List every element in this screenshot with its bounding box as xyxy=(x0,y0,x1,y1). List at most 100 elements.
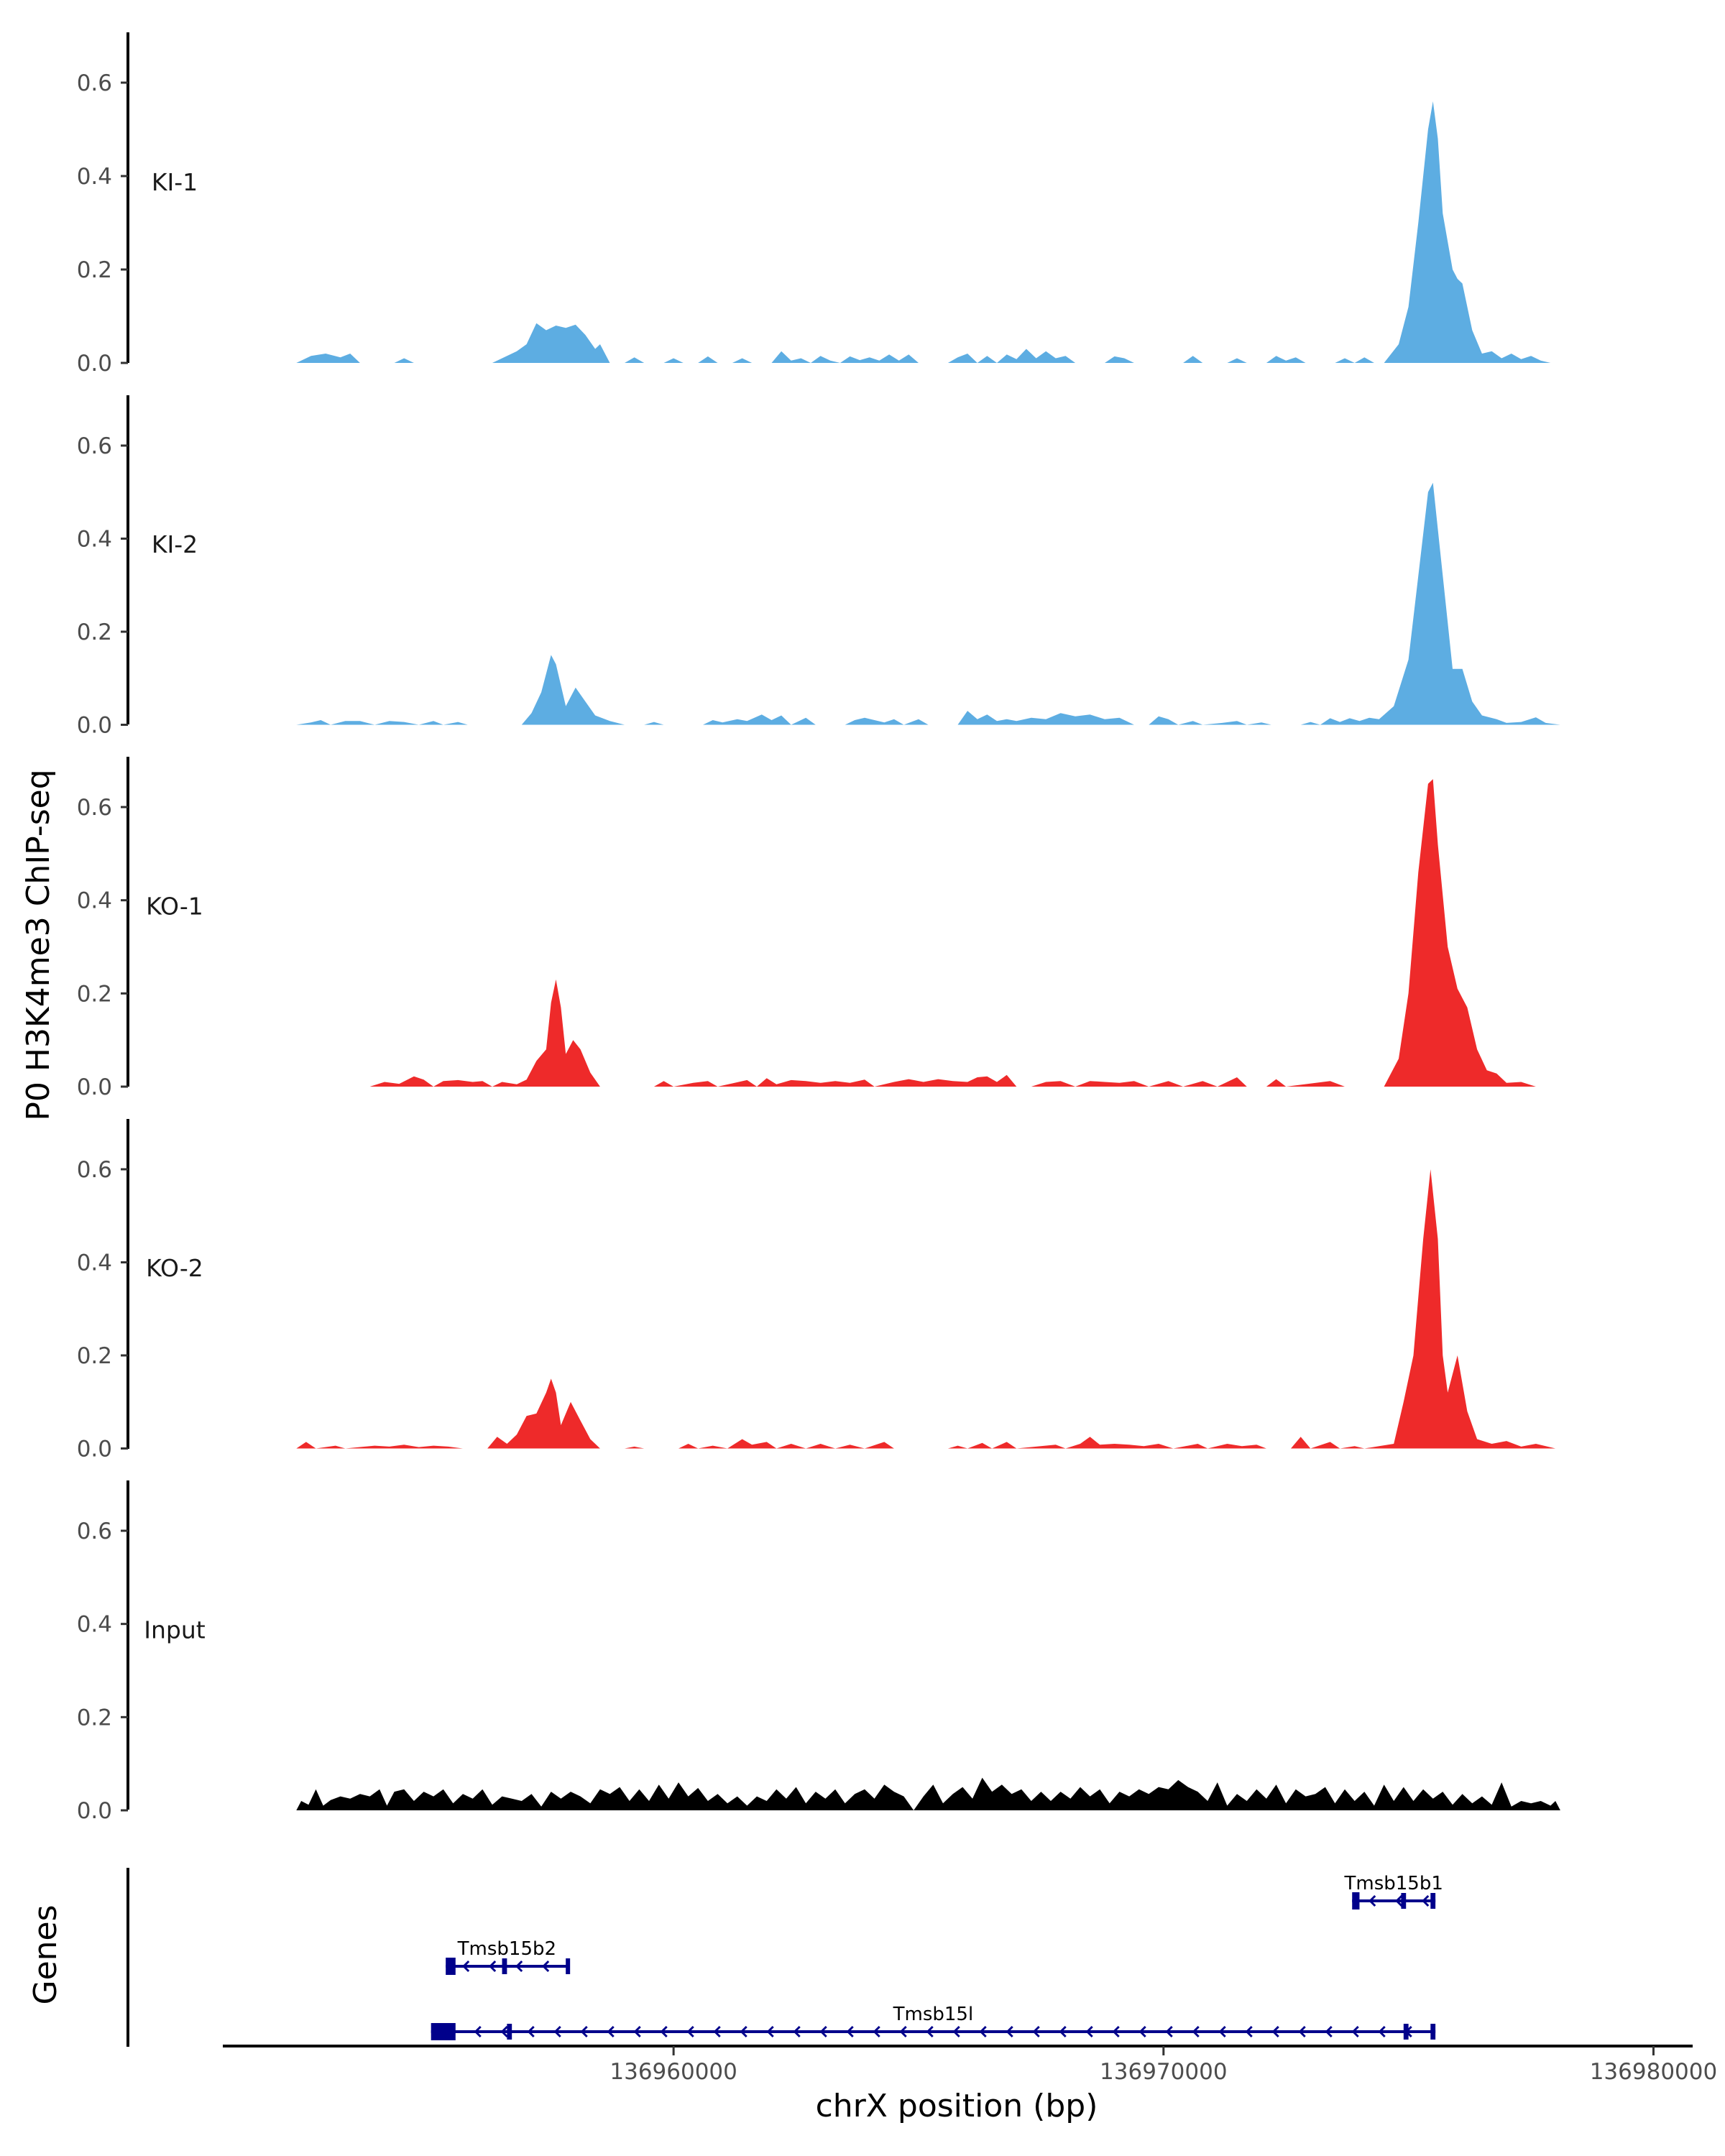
strand-arrow xyxy=(1218,2025,1226,2038)
strand-arrow xyxy=(1085,2025,1093,2038)
y-tick-label: 0.6 xyxy=(77,795,112,821)
strand-arrow xyxy=(819,2025,827,2038)
strand-arrow xyxy=(1165,2025,1173,2038)
y-tick-label: 0.0 xyxy=(77,713,112,739)
track-label-ki-1: KI-1 xyxy=(152,168,198,196)
strand-arrow xyxy=(899,2025,907,2038)
strand-arrow xyxy=(1395,1894,1403,1907)
strand-arrow xyxy=(1192,2025,1200,2038)
gene-label: Tmsb15b1 xyxy=(1343,1873,1443,1894)
strand-arrow xyxy=(607,2025,615,2038)
strand-arrow xyxy=(1378,2025,1386,2038)
strand-arrow xyxy=(846,2025,854,2038)
strand-arrow xyxy=(515,1960,523,1973)
gene-exon xyxy=(507,2024,512,2040)
strand-arrow xyxy=(1245,2025,1253,2038)
strand-arrow xyxy=(660,2025,668,2038)
strand-arrow xyxy=(1368,1894,1376,1907)
gene-tmsb15b2: Tmsb15b2 xyxy=(446,1938,571,1975)
y-tick-label: 0.4 xyxy=(77,527,112,553)
strand-arrow xyxy=(542,1960,550,1973)
x-axis: 136960000 136970000 136980000 xyxy=(223,2045,1718,2085)
strand-arrow xyxy=(500,2025,508,2038)
signal-area-ko-1 xyxy=(369,779,1556,1087)
track-panel-input: 0.0 0.2 0.4 0.6 Input xyxy=(77,1480,1560,1824)
strand-arrow xyxy=(553,2025,561,2038)
y-tick-label: 0.6 xyxy=(77,433,112,459)
x-tick-label: 136960000 xyxy=(610,2059,737,2085)
gene-exon xyxy=(446,1958,456,1975)
y-tick-label: 0.4 xyxy=(77,1250,112,1276)
y-tick-label: 0.2 xyxy=(77,1343,112,1369)
gene-tmsb15l: Tmsb15l xyxy=(431,2004,1436,2040)
strand-arrow xyxy=(580,2025,588,2038)
y-tick-label: 0.2 xyxy=(77,619,112,645)
y-tick-label: 0.6 xyxy=(77,1519,112,1544)
signal-area-ko-2 xyxy=(296,1169,1556,1449)
gene-exon xyxy=(431,2023,456,2040)
gene-exon xyxy=(1403,2024,1409,2040)
gene-exon xyxy=(1401,1893,1407,1909)
signal-area-input xyxy=(296,1777,1560,1810)
strand-arrow xyxy=(713,2025,721,2038)
strand-arrow xyxy=(686,2025,694,2038)
y-tick-label: 0.6 xyxy=(77,1157,112,1183)
y-tick-label: 0.4 xyxy=(77,888,112,914)
strand-arrow xyxy=(1422,1894,1430,1907)
gene-exon xyxy=(502,1958,507,1974)
y-tick-label: 0.2 xyxy=(77,981,112,1007)
strand-arrow xyxy=(1325,2025,1333,2038)
strand-arrow xyxy=(740,2025,748,2038)
strand-arrow xyxy=(1112,2025,1120,2038)
strand-arrow xyxy=(1351,2025,1359,2038)
strand-arrow xyxy=(474,2025,482,2038)
gene-exon xyxy=(1430,1893,1436,1909)
x-axis-title: chrX position (bp) xyxy=(816,2088,1098,2124)
track-label-input: Input xyxy=(144,1616,206,1644)
x-tick-label: 136970000 xyxy=(1100,2059,1228,2085)
gene-label: Tmsb15l xyxy=(893,2004,974,2025)
strand-arrow xyxy=(1138,2025,1146,2038)
y-tick-label: 0.0 xyxy=(77,1437,112,1462)
strand-arrow xyxy=(633,2025,641,2038)
signal-area-ki-2 xyxy=(296,482,1560,725)
track-panel-ki-2: 0.0 0.2 0.4 0.6 KI-2 xyxy=(77,395,1560,739)
track-label-ko-2: KO-2 xyxy=(146,1254,203,1282)
strand-arrow xyxy=(527,2025,535,2038)
track-panel-ko-1: 0.0 0.2 0.4 0.6 KO-1 xyxy=(77,757,1556,1100)
track-label-ko-1: KO-1 xyxy=(146,892,203,920)
strand-arrow xyxy=(793,2025,801,2038)
x-tick-label: 136980000 xyxy=(1590,2059,1718,2085)
y-tick-label: 0.6 xyxy=(77,70,112,96)
strand-arrow xyxy=(1298,2025,1306,2038)
y-tick-label: 0.0 xyxy=(77,1798,112,1824)
strand-arrow xyxy=(1006,2025,1013,2038)
y-tick-label: 0.2 xyxy=(77,257,112,283)
strand-arrow xyxy=(489,1960,497,1973)
y-tick-label: 0.0 xyxy=(77,1074,112,1100)
genes-track: Genes Tmsb15b1 Tmsb15b2 Tmsb15l xyxy=(27,1868,1443,2047)
y-tick-label: 0.4 xyxy=(77,1612,112,1638)
strand-arrow xyxy=(952,2025,960,2038)
strand-arrow xyxy=(1032,2025,1040,2038)
gene-label: Tmsb15b2 xyxy=(457,1938,556,1960)
track-panel-ki-1: 0.0 0.2 0.4 0.6 KI-1 xyxy=(77,32,1551,377)
strand-arrow xyxy=(926,2025,934,2038)
genes-panel-label: Genes xyxy=(27,1904,64,2004)
strand-arrow xyxy=(1059,2025,1067,2038)
y-tick-label: 0.2 xyxy=(77,1705,112,1731)
strand-arrow xyxy=(462,1960,470,1973)
gene-exon xyxy=(1430,2024,1436,2040)
gene-exon xyxy=(1352,1892,1360,1909)
gene-tmsb15b1: Tmsb15b1 xyxy=(1343,1873,1443,1909)
track-label-ki-2: KI-2 xyxy=(152,530,198,558)
strand-arrow xyxy=(766,2025,774,2038)
strand-arrow xyxy=(873,2025,880,2038)
y-axis-title: P0 H3K4me3 ChIP-seq xyxy=(20,769,57,1120)
gene-exon xyxy=(566,1958,571,1974)
strand-arrow xyxy=(979,2025,987,2038)
y-tick-label: 0.4 xyxy=(77,164,112,190)
track-panel-ko-2: 0.0 0.2 0.4 0.6 KO-2 xyxy=(77,1119,1556,1462)
signal-tracks: 0.00.20.40.6KI-10.00.20.40.6KI-20.00.20.… xyxy=(77,32,1560,1824)
